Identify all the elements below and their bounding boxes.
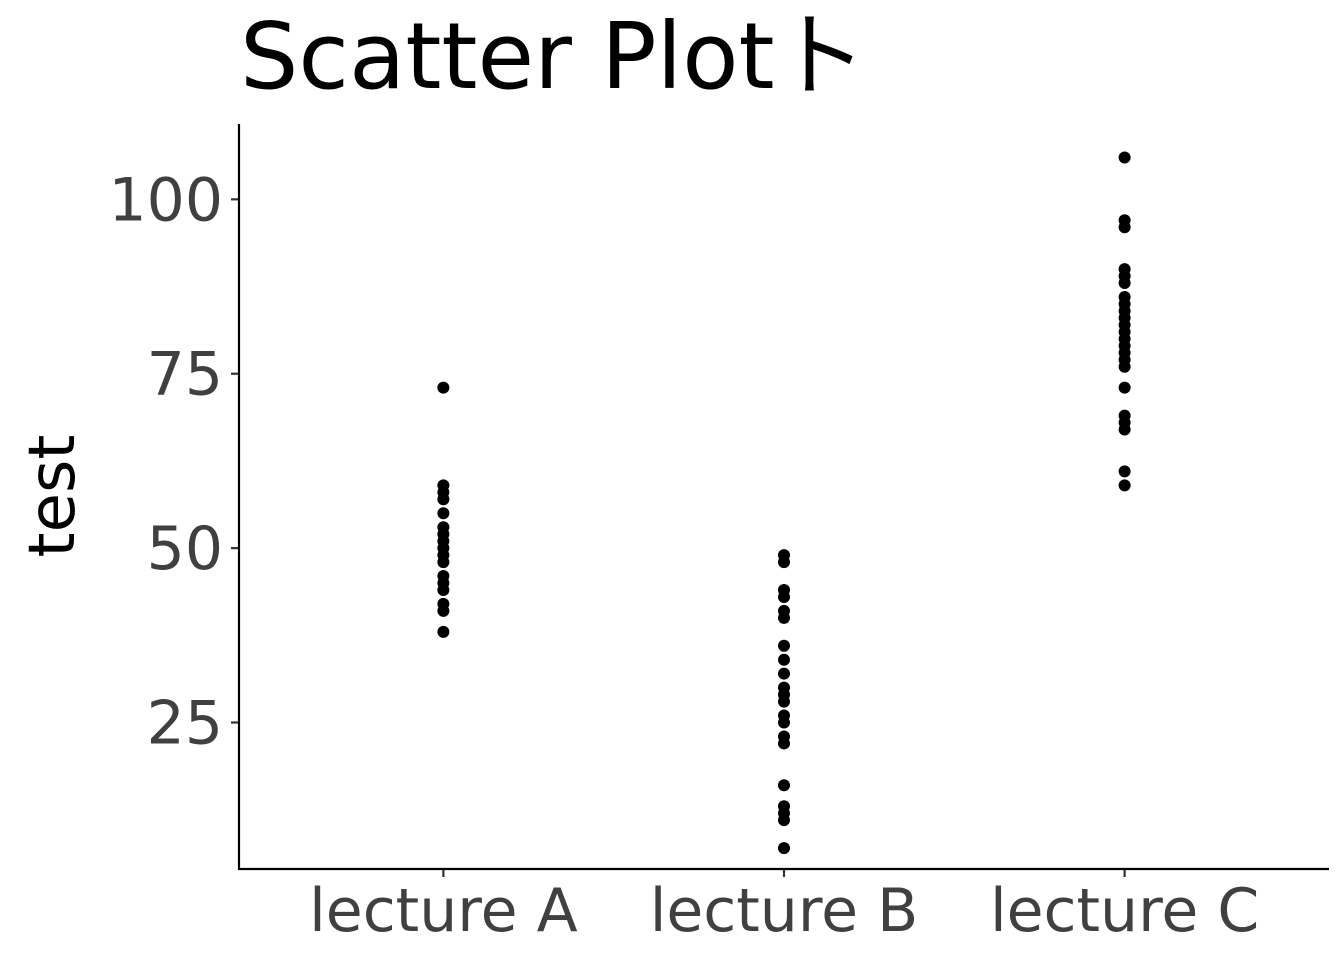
data-point <box>1118 381 1131 394</box>
data-point <box>778 842 790 855</box>
data-point <box>1118 360 1131 373</box>
y-tick-label: 75 <box>147 340 223 410</box>
data-point <box>1118 277 1131 290</box>
data-point <box>1118 423 1131 436</box>
data-point <box>1118 221 1131 234</box>
x-tick-label: lecture C <box>990 876 1259 946</box>
data-point <box>437 507 450 520</box>
data-point <box>437 604 450 617</box>
data-point <box>1118 465 1131 478</box>
data-point <box>778 779 790 792</box>
data-point <box>437 625 450 638</box>
data-point <box>778 653 790 666</box>
y-tick-label: 50 <box>147 514 223 584</box>
data-point <box>778 716 790 729</box>
x-tick-label: lecture B <box>650 876 919 946</box>
y-tick-label: 25 <box>147 689 223 759</box>
data-point <box>778 611 790 624</box>
y-tick-label: 100 <box>108 165 223 235</box>
data-point <box>1118 151 1131 164</box>
data-point <box>778 695 790 708</box>
data-point <box>437 556 450 569</box>
data-point <box>778 556 790 569</box>
data-point <box>778 814 790 827</box>
chart-title: Scatter Plotト <box>240 3 867 110</box>
data-point <box>778 667 790 680</box>
data-point <box>1118 479 1131 492</box>
axis-ticks: 25 50 75 100 lecture A lecture B lecture C <box>108 165 1259 946</box>
data-point <box>778 590 790 603</box>
data-point <box>778 737 790 750</box>
data-point <box>437 381 450 394</box>
y-axis-label: test <box>16 435 90 558</box>
data-point <box>778 639 790 652</box>
data-point <box>437 583 450 596</box>
data-points <box>437 151 1131 855</box>
data-point <box>437 493 450 506</box>
x-tick-label: lecture A <box>309 876 578 946</box>
